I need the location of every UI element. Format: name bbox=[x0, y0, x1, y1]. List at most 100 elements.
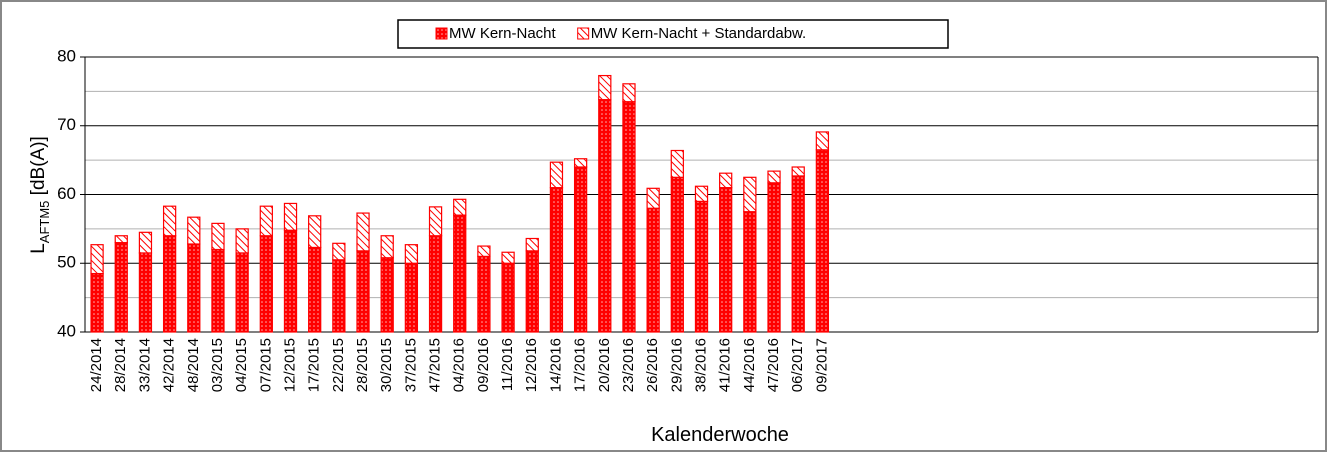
x-tick-label: 04/2016 bbox=[451, 338, 468, 392]
bar-segment bbox=[719, 172, 733, 189]
x-tick-label: 09/2017 bbox=[813, 338, 830, 392]
bar-segment bbox=[694, 185, 709, 202]
x-tick-label: 29/2016 bbox=[668, 338, 685, 392]
bar-segment bbox=[670, 149, 684, 178]
y-tick-label: 50 bbox=[57, 253, 76, 272]
bar-segment bbox=[283, 202, 298, 231]
x-tick-label: 33/2014 bbox=[136, 338, 153, 392]
y-label-main: L bbox=[28, 243, 49, 254]
bar-segment bbox=[235, 252, 249, 333]
y-label-unit: [dB(A)] bbox=[28, 136, 49, 195]
legend-swatch bbox=[435, 27, 448, 40]
y-tick-label: 60 bbox=[57, 184, 76, 203]
bar-segment bbox=[114, 242, 128, 333]
x-tick-label: 30/2015 bbox=[378, 338, 395, 392]
x-tick-label: 22/2015 bbox=[330, 338, 347, 392]
bar-segment bbox=[525, 250, 539, 333]
x-tick-label: 17/2015 bbox=[306, 338, 323, 392]
bar-segment bbox=[501, 262, 515, 333]
x-tick-label: 23/2016 bbox=[620, 338, 637, 392]
y-tick-label: 40 bbox=[57, 321, 76, 340]
bar-segment bbox=[646, 207, 660, 333]
bar-segment bbox=[308, 215, 322, 249]
bar-segment bbox=[646, 187, 660, 209]
x-tick-label: 47/2016 bbox=[765, 338, 782, 392]
bar-segment bbox=[211, 222, 225, 251]
bar-segment bbox=[815, 131, 830, 151]
bar-segment bbox=[90, 244, 104, 275]
bar-segment bbox=[404, 244, 419, 264]
y-tick-label: 80 bbox=[57, 46, 76, 65]
bar-segment bbox=[477, 245, 491, 257]
x-tick-label: 48/2014 bbox=[185, 338, 202, 392]
x-tick-label: 11/2016 bbox=[499, 338, 516, 391]
bar-segment bbox=[791, 175, 805, 333]
x-tick-label: 24/2014 bbox=[88, 338, 105, 392]
bar-segment bbox=[767, 182, 781, 333]
bar-segment bbox=[308, 246, 322, 333]
bar-segment bbox=[187, 216, 201, 245]
bar-segment bbox=[719, 187, 733, 333]
x-axis-label: Kalenderwoche bbox=[651, 424, 789, 446]
bar-segment bbox=[525, 237, 539, 252]
bar-segment bbox=[743, 176, 757, 213]
y-axis-label: LAFTM5 [dB(A)] bbox=[28, 136, 52, 254]
x-tick-label: 03/2015 bbox=[209, 338, 226, 392]
legend-label: MW Kern-Nacht + Standardabw. bbox=[591, 25, 807, 42]
x-tick-label: 42/2014 bbox=[161, 338, 178, 392]
x-tick-label: 38/2016 bbox=[692, 338, 709, 392]
x-tick-label: 41/2016 bbox=[717, 338, 734, 392]
x-tick-label: 20/2016 bbox=[596, 338, 613, 392]
bar-segment bbox=[767, 170, 781, 184]
bar-segment bbox=[259, 205, 273, 237]
y-tick-label: 70 bbox=[57, 115, 76, 134]
x-tick-label: 26/2016 bbox=[644, 338, 661, 392]
bar-segment bbox=[187, 243, 201, 333]
bar-segment bbox=[622, 101, 636, 333]
x-tick-label: 44/2016 bbox=[741, 338, 758, 392]
bar-segment bbox=[380, 235, 394, 259]
bar-segment bbox=[573, 158, 588, 168]
x-tick-label: 28/2014 bbox=[112, 338, 129, 392]
x-tick-label: 14/2016 bbox=[547, 338, 564, 392]
bar-segment bbox=[138, 231, 153, 254]
legend-box bbox=[397, 19, 949, 49]
legend-label: MW Kern-Nacht bbox=[449, 25, 557, 42]
bar-segment bbox=[694, 200, 709, 333]
bar-segment bbox=[332, 242, 346, 261]
bar-segment bbox=[549, 161, 564, 189]
bar-segment bbox=[453, 214, 467, 333]
bar-segment bbox=[114, 235, 128, 244]
y-label-sub: AFTM5 bbox=[37, 201, 52, 244]
x-tick-label: 07/2015 bbox=[257, 338, 274, 392]
bar-segment bbox=[428, 206, 443, 237]
x-tick-label: 17/2016 bbox=[572, 338, 589, 392]
bar-segment bbox=[815, 149, 830, 333]
bar-segment bbox=[283, 229, 298, 333]
bar-segment bbox=[259, 235, 273, 333]
bar-segment bbox=[549, 187, 564, 333]
bar-segment bbox=[235, 228, 249, 254]
bar-segment bbox=[598, 74, 612, 101]
bar-segment bbox=[501, 251, 515, 264]
x-tick-label: 12/2015 bbox=[281, 338, 298, 392]
x-tick-label: 04/2015 bbox=[233, 338, 250, 392]
bar-segment bbox=[138, 252, 153, 333]
x-tick-label: 37/2015 bbox=[402, 338, 419, 392]
bar-segment bbox=[211, 248, 225, 333]
bar-segment bbox=[477, 255, 491, 333]
bar-segment bbox=[622, 83, 636, 103]
x-tick-label: 09/2016 bbox=[475, 338, 492, 392]
bar-segment bbox=[453, 198, 467, 216]
bar-segment bbox=[743, 211, 757, 333]
bar-segment bbox=[404, 262, 419, 333]
bar-segment bbox=[573, 166, 588, 333]
x-tick-label: 28/2015 bbox=[354, 338, 371, 392]
x-tick-label: 12/2016 bbox=[523, 338, 540, 392]
bar-segment bbox=[428, 235, 443, 333]
bar-segment bbox=[380, 257, 394, 333]
x-tick-label: 47/2015 bbox=[427, 338, 444, 392]
bar-segment bbox=[598, 99, 612, 333]
legend: MW Kern-Nacht MW Kern-Nacht + Standardabw… bbox=[397, 19, 949, 49]
